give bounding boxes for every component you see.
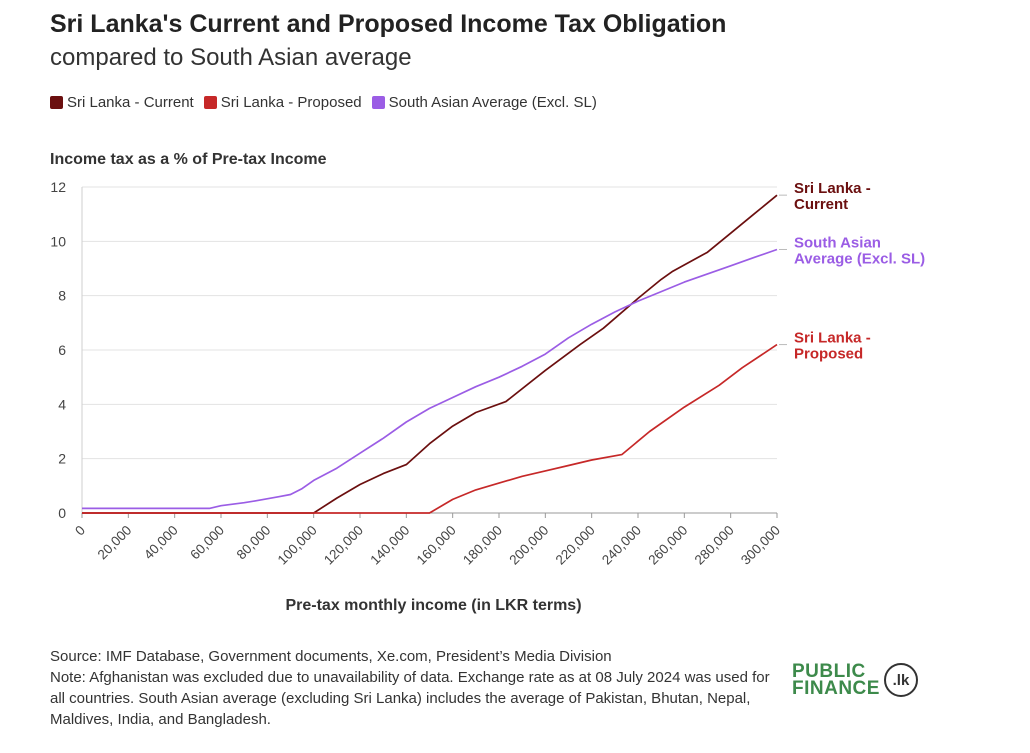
series-end-label: Average (Excl. SL) — [794, 250, 925, 267]
legend-item-sl-current[interactable]: Sri Lanka - Current — [50, 94, 194, 111]
public-finance-logo: PUBLIC FINANCE .lk — [792, 661, 918, 699]
source-note: Source: IMF Database, Government documen… — [50, 648, 612, 665]
y-axis-label: Income tax as a % of Pre-tax Income — [50, 151, 327, 168]
series-end-label: Proposed — [794, 346, 863, 363]
x-tick-label: 160,000 — [414, 523, 459, 568]
x-tick-label: 20,000 — [95, 523, 135, 563]
x-tick-label: 200,000 — [506, 523, 551, 568]
legend-swatch — [371, 96, 385, 109]
x-tick-label: 220,000 — [553, 523, 598, 568]
x-tick-label: 240,000 — [599, 523, 644, 568]
logo-badge-icon: .lk — [883, 663, 918, 697]
x-tick-label: 140,000 — [367, 523, 412, 568]
series-line-sri-lanka-proposed — [82, 343, 778, 514]
y-tick-label: 8 — [58, 288, 66, 304]
x-tick-label: 60,000 — [187, 523, 227, 563]
legend-swatch — [50, 96, 63, 109]
x-tick-label: 100,000 — [275, 523, 320, 568]
x-tick-label: 0 — [72, 523, 88, 539]
x-tick-label: 120,000 — [321, 523, 366, 568]
logo-line-2: FINANCE — [792, 678, 880, 699]
series-end-label: South Asian — [794, 234, 881, 251]
series-end-label: Sri Lanka - — [794, 330, 871, 347]
series-end-label: Current — [794, 196, 848, 213]
chart-title: Sri Lanka's Current and Proposed Income … — [50, 10, 727, 38]
y-tick-label: 6 — [58, 342, 66, 358]
series-line-sri-lanka-current — [82, 194, 778, 514]
y-tick-label: 4 — [58, 396, 66, 412]
y-tick-label: 2 — [58, 451, 66, 467]
y-tick-label: 10 — [50, 233, 66, 249]
series-end-label: Sri Lanka - — [794, 180, 871, 197]
y-tick-label: 12 — [50, 179, 66, 195]
x-tick-label: 180,000 — [460, 523, 505, 568]
legend-swatch — [203, 96, 217, 109]
x-axis-label: Pre-tax monthly income (in LKR terms) — [285, 597, 581, 614]
x-tick-label: 40,000 — [141, 523, 181, 563]
x-tick-label: 300,000 — [738, 523, 783, 568]
chart-subtitle: compared to South Asian average — [50, 44, 412, 71]
footer: Source: IMF Database, Government documen… — [50, 646, 780, 730]
series-line-south-asian-average-excl-sl — [82, 248, 778, 510]
logo-line-1: PUBLIC — [792, 661, 866, 682]
legend-item-south-asian-average[interactable]: South Asian Average (Excl. SL) — [371, 94, 597, 111]
chart-plot: Income tax as a % of Pre-tax Income 0 2 4 6 8… — [50, 151, 925, 614]
x-tick-label: 260,000 — [645, 523, 690, 568]
legend-label: South Asian Average (Excl. SL) — [388, 94, 597, 111]
y-tick-label: 0 — [58, 505, 66, 521]
x-tick-label: 80,000 — [234, 523, 274, 563]
legend-label: Sri Lanka - Proposed — [220, 94, 362, 111]
legend-label: Sri Lanka - Current — [67, 94, 194, 111]
logo-wordmark: PUBLIC FINANCE — [792, 661, 880, 699]
legend-item-sl-proposed[interactable]: Sri Lanka - Proposed — [203, 94, 362, 111]
methodology-note: Note: Afghanistan was excluded due to un… — [50, 669, 770, 728]
legend: Sri Lanka - Current Sri Lanka - Proposed… — [50, 94, 597, 111]
x-tick-label: 280,000 — [692, 523, 737, 568]
